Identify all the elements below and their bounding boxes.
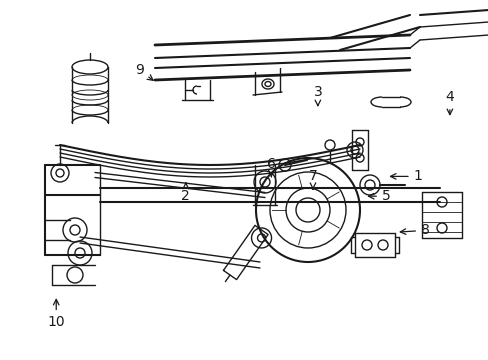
Text: 5: 5: [368, 189, 390, 203]
Text: 8: 8: [400, 224, 429, 237]
Text: 1: 1: [390, 170, 422, 183]
Text: 2: 2: [181, 183, 190, 203]
Text: 9: 9: [135, 63, 153, 80]
Text: 3: 3: [313, 85, 322, 105]
Text: 10: 10: [47, 300, 65, 329]
Text: 7: 7: [308, 170, 317, 189]
Text: 4: 4: [445, 90, 453, 114]
Text: 6: 6: [266, 157, 275, 176]
